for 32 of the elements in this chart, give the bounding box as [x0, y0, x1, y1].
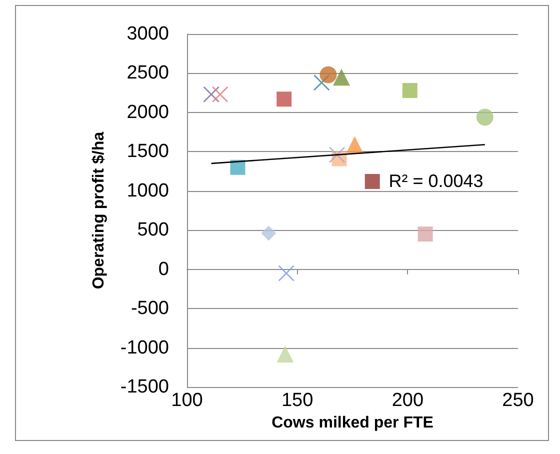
y-tick-label: 2500: [126, 62, 169, 84]
point: [418, 226, 433, 242]
point: [320, 66, 337, 84]
point: [276, 346, 294, 363]
y-axis-title: Operating profit $/ha: [90, 132, 108, 290]
y-tick-label: 0: [158, 258, 169, 280]
point: [402, 82, 418, 98]
y-tick-label: 1500: [126, 141, 169, 162]
x-axis-title: Cows milked per FTE: [272, 414, 434, 432]
annotation: R² = 0.0043: [388, 171, 484, 191]
point: [276, 92, 292, 107]
y-tick-label: 2000: [126, 102, 169, 123]
x-tick-label: 200: [392, 390, 424, 411]
y-tick-label: -1000: [120, 337, 169, 358]
y-tick-label: 500: [137, 220, 169, 241]
point: [230, 160, 246, 175]
point: [313, 74, 330, 91]
point: [212, 86, 228, 103]
point: [364, 174, 380, 189]
point: [332, 68, 350, 86]
x-tick-label: 250: [502, 390, 534, 411]
point: [328, 146, 346, 164]
point: [261, 226, 276, 241]
x-tick-label: 100: [171, 390, 203, 411]
y-tick-label: 3000: [126, 24, 169, 44]
point: [476, 108, 494, 126]
y-tick-label: -500: [130, 298, 169, 320]
point: [346, 136, 364, 154]
point: [278, 265, 295, 282]
y-tick-label: 1000: [126, 180, 169, 202]
x-tick-label: 150: [281, 390, 314, 411]
y-tick-label: -1500: [120, 376, 169, 398]
